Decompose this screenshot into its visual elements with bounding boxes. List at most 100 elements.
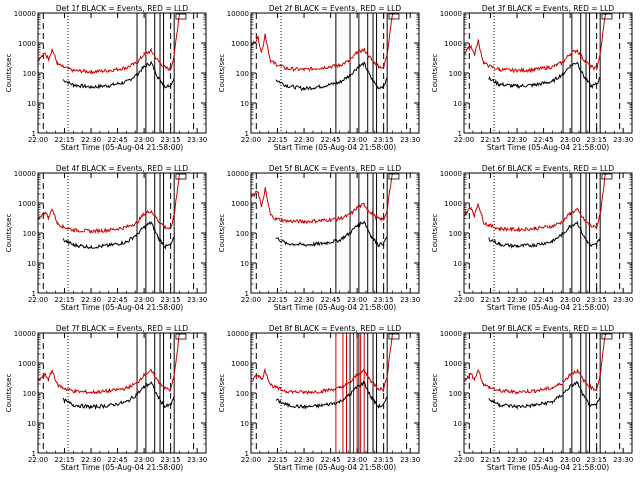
marker-box <box>175 13 187 20</box>
y-tick-label: 10 <box>240 420 249 428</box>
axes-frame <box>463 12 633 134</box>
y-tick-label: 10000 <box>440 170 462 178</box>
y-axis-label: Counts/sec <box>5 214 13 253</box>
series-line-lld <box>38 173 198 235</box>
y-tick-label: 1 <box>32 290 36 298</box>
series-line-events <box>275 380 388 410</box>
y-tick-label: 1 <box>245 290 249 298</box>
marker-box <box>388 333 400 340</box>
x-axis-label: Start Time (05-Aug-04 21:58:00) <box>487 463 609 472</box>
x-tick-label: 23:15 <box>161 456 181 464</box>
y-tick-label: 1 <box>32 450 36 458</box>
y-axis-label: Counts/sec <box>218 54 226 93</box>
y-axis-label: Counts/sec <box>218 374 226 413</box>
x-axis-label: Start Time (05-Aug-04 21:58:00) <box>274 143 396 152</box>
y-tick-label: 100 <box>23 230 36 238</box>
x-tick-label: 22:00 <box>241 456 261 464</box>
y-tick-label: 10000 <box>440 10 462 18</box>
x-tick-label: 22:00 <box>28 136 48 144</box>
panel-title: Det 2f BLACK = Events, RED = LLD <box>269 4 402 13</box>
marker-box <box>175 333 187 340</box>
axes-frame <box>250 172 420 294</box>
y-tick-label: 1 <box>458 290 462 298</box>
y-tick-label: 1 <box>32 130 36 138</box>
y-tick-label: 100 <box>236 70 249 78</box>
plot-area <box>464 13 624 133</box>
x-tick-label: 22:45 <box>107 136 127 144</box>
y-tick-label: 1 <box>458 450 462 458</box>
x-tick-label: 22:15 <box>267 296 287 304</box>
series-line-events <box>62 220 175 250</box>
x-tick-label: 22:30 <box>507 296 527 304</box>
y-tick-label: 100 <box>236 390 249 398</box>
y-axis-label: Counts/sec <box>5 54 13 93</box>
y-tick-label: 10000 <box>14 10 36 18</box>
x-tick-label: 23:30 <box>400 296 420 304</box>
detector-panel-9: 1 10 100 1000 10000 22:00 22:15 22:30 22:45 23:00… <box>431 324 633 472</box>
marker-box <box>601 13 613 20</box>
y-tick-label: 10000 <box>227 330 249 338</box>
x-axis-label: Start Time (05-Aug-04 21:58:00) <box>61 463 183 472</box>
y-axis-label: Counts/sec <box>431 54 439 93</box>
marker-box <box>601 173 613 180</box>
axes-frame <box>37 172 207 294</box>
y-tick-label: 10000 <box>14 170 36 178</box>
panel-title: Det 7f BLACK = Events, RED = LLD <box>56 324 189 333</box>
x-axis-label: Start Time (05-Aug-04 21:58:00) <box>487 143 609 152</box>
y-tick-label: 1000 <box>231 40 249 48</box>
panel-title: Det 1f BLACK = Events, RED = LLD <box>56 4 189 13</box>
marker-box <box>388 13 400 20</box>
y-tick-label: 10 <box>453 100 462 108</box>
x-tick-label: 22:15 <box>480 136 500 144</box>
x-axis-label: Start Time (05-Aug-04 21:58:00) <box>61 303 183 312</box>
y-tick-label: 10 <box>240 100 249 108</box>
detector-panel-2: 1 10 100 1000 10000 22:00 22:15 22:30 22:45 23:00… <box>218 4 420 152</box>
y-axis-label: Counts/sec <box>431 214 439 253</box>
x-tick-label: 23:00 <box>134 456 154 464</box>
panel-title: Det 9f BLACK = Events, RED = LLD <box>482 324 615 333</box>
x-tick-label: 23:00 <box>347 136 367 144</box>
series-line-events <box>62 60 175 89</box>
series-line-events <box>488 381 601 411</box>
x-tick-label: 22:30 <box>507 456 527 464</box>
x-tick-label: 23:00 <box>134 296 154 304</box>
y-tick-label: 1000 <box>231 360 249 368</box>
x-tick-label: 23:15 <box>374 136 394 144</box>
marker-box <box>388 173 400 180</box>
x-axis-label: Start Time (05-Aug-04 21:58:00) <box>487 303 609 312</box>
x-tick-label: 22:15 <box>54 136 74 144</box>
panel-title: Det 5f BLACK = Events, RED = LLD <box>269 164 402 173</box>
series-line-lld <box>251 333 411 395</box>
x-tick-label: 23:30 <box>187 136 207 144</box>
y-axis-label: Counts/sec <box>5 374 13 413</box>
x-axis-label: Start Time (05-Aug-04 21:58:00) <box>274 463 396 472</box>
x-tick-label: 22:45 <box>320 456 340 464</box>
y-tick-label: 1000 <box>18 40 36 48</box>
x-tick-label: 22:30 <box>294 456 314 464</box>
detector-panel-4: 1 10 100 1000 10000 22:00 22:15 22:30 22:45 23:00… <box>5 164 207 312</box>
x-tick-label: 22:45 <box>107 456 127 464</box>
x-tick-label: 22:30 <box>81 296 101 304</box>
y-tick-label: 1000 <box>444 200 462 208</box>
x-tick-label: 22:30 <box>507 136 527 144</box>
y-tick-label: 1000 <box>18 200 36 208</box>
x-tick-label: 23:30 <box>400 136 420 144</box>
x-tick-label: 22:00 <box>241 296 261 304</box>
detector-panel-6: 1 10 100 1000 10000 22:00 22:15 22:30 22:45 23:00… <box>431 164 633 312</box>
x-tick-label: 22:45 <box>533 136 553 144</box>
plot-area <box>251 333 411 453</box>
y-tick-label: 100 <box>449 230 462 238</box>
plot-area <box>464 333 624 453</box>
x-tick-label: 23:30 <box>613 136 633 144</box>
series-line-lld <box>251 173 411 225</box>
detector-panel-8: 1 10 100 1000 10000 22:00 22:15 22:30 22:45 23:00… <box>218 324 420 472</box>
axes-frame <box>37 12 207 134</box>
x-tick-label: 22:30 <box>81 136 101 144</box>
axes-frame <box>463 332 633 454</box>
axes-frame <box>250 332 420 454</box>
marker-box <box>601 333 613 340</box>
x-tick-label: 22:30 <box>294 136 314 144</box>
detector-panel-7: 1 10 100 1000 10000 22:00 22:15 22:30 22:45 23:00… <box>5 324 207 472</box>
y-tick-label: 10000 <box>440 330 462 338</box>
x-tick-label: 22:45 <box>107 296 127 304</box>
